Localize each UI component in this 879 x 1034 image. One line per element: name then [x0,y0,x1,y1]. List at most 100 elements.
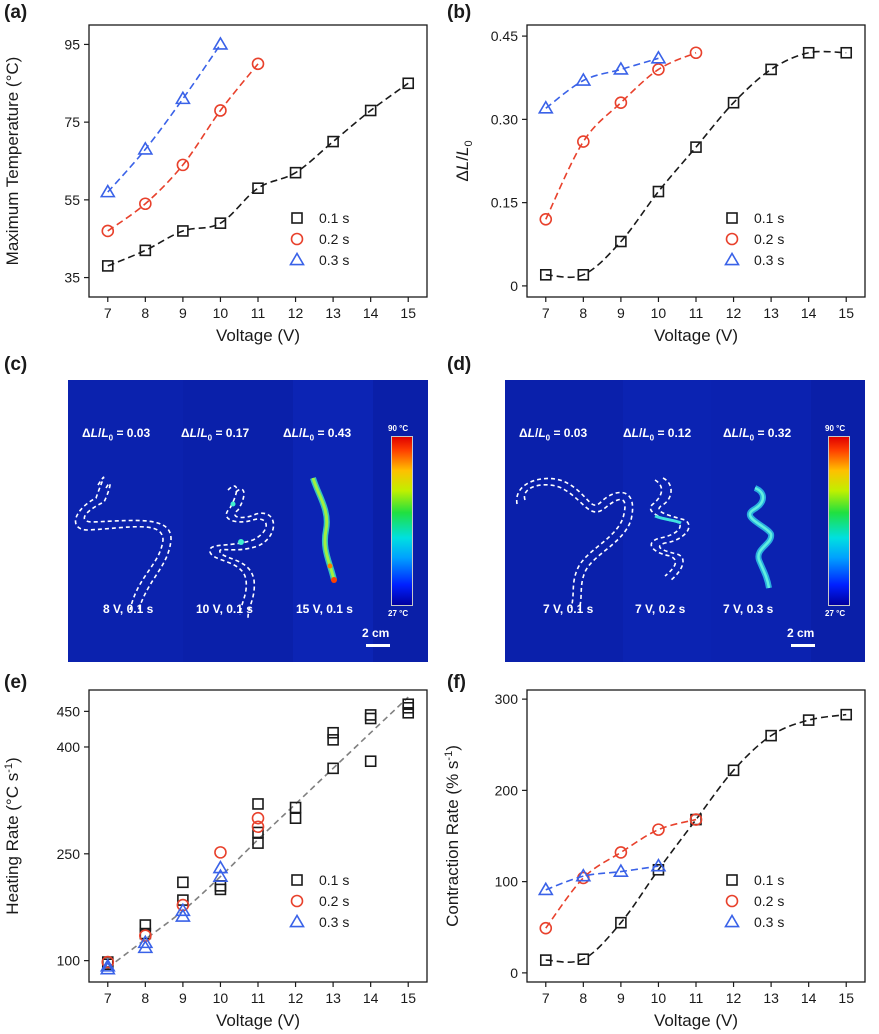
condition-label-c3: 15 V, 0.1 s [296,602,353,616]
data-point-square [765,63,777,76]
y-tick-label: 100 [57,953,81,969]
y-axis-label: ΔL/L0 [453,140,475,181]
series-line [545,52,697,220]
data-point-triangle [137,934,154,949]
x-tick-label: 7 [542,990,550,1006]
x-tick-label: 11 [251,305,266,321]
data-point-square [727,96,740,109]
data-point-square [214,217,227,229]
chart-a-max-temperature: 7 8 9 10 11 12 13 14 15 35 55 75 95 Voltage (V) Maximu… [3,24,428,345]
data-point-triangle [650,858,667,872]
x-tick-label: 7 [542,305,550,321]
x-tick-label: 8 [579,990,587,1006]
legend-marker [726,212,738,224]
plot-frame [526,689,866,983]
colorbar-max-label: 90 °C [825,424,846,433]
series-line [545,818,697,929]
data-point-triangle [174,90,191,105]
series-line [107,43,222,193]
legend-label: 0.2 s [754,231,784,247]
data-point-square [177,225,189,237]
x-tick-label: 14 [363,990,379,1006]
x-tick-label: 14 [363,305,379,321]
series-line [545,57,659,109]
data-point-square [177,876,189,889]
scale-bar [791,644,815,647]
x-tick-label: 8 [579,305,587,321]
data-point-square [802,714,815,726]
x-axis-label: Voltage (V) [654,1011,738,1030]
colorbar-max-label: 90 °C [388,424,409,433]
strain-annotation-d3: ΔL/L0 = 0.32 [723,426,792,443]
panel-label-b: (b) [447,2,472,23]
x-tick-label: 11 [251,990,266,1006]
y-tick-label: 75 [64,114,80,130]
data-point-square [402,77,415,90]
y-axis-label: Maximum Temperature (°C) [3,57,22,266]
x-tick-label: 8 [141,990,149,1006]
data-point-triangle [99,184,116,198]
x-tick-label: 14 [801,990,817,1006]
y-tick-label: 0 [510,965,518,981]
legend-marker [290,894,304,908]
thermal-frame-2 [183,380,293,662]
data-point-square [364,712,377,725]
x-tick-label: 13 [325,990,341,1006]
series-line [107,63,259,232]
scale-label: 2 cm [787,626,815,640]
x-tick-label: 10 [213,305,229,321]
hotspot [327,563,333,569]
legend-marker [725,232,739,246]
legend-marker [725,894,739,908]
data-point-triangle [212,868,229,882]
legend-marker [291,874,303,886]
condition-label-c2: 10 V, 0.1 s [196,602,253,616]
y-tick-label: 450 [57,703,81,719]
condition-label-d3: 7 V, 0.3 s [723,602,774,616]
x-tick-label: 12 [288,305,304,321]
x-tick-label: 7 [104,990,112,1006]
data-point-square [327,726,339,739]
legend: 0.1 s 0.2 s 0.3 s [289,872,349,930]
data-point-square [289,801,302,814]
hotspot [230,501,236,507]
legend: 0.1 s 0.2 s 0.3 s [289,210,349,268]
legend-label: 0.2 s [319,893,349,909]
colorbar [828,436,850,606]
x-tick-label: 15 [400,990,416,1006]
hotspot [331,577,337,583]
data-point-circle [652,63,665,76]
data-point-square [652,185,665,198]
fit-line [107,696,409,969]
x-tick-label: 12 [288,990,304,1006]
data-point-square [252,182,264,194]
data-point-square [214,880,227,892]
chart-b-strain: 7 8 9 10 11 12 13 14 15 0 0.15 0.30 0.45 Voltage (V) Δ… [453,24,866,345]
x-tick-label: 10 [651,305,667,321]
legend-label: 0.3 s [319,914,349,930]
data-point-square [289,812,302,824]
thermal-image-c: ΔL/L0 = 0.03 ΔL/L0 = 0.17 ΔL/L0 = 0.43 8… [68,380,428,662]
actuator-outlines-c [74,476,337,619]
data-point-circle [652,823,665,836]
x-tick-label: 8 [141,305,149,321]
data-point-circle [577,135,590,148]
data-point-square [364,755,377,768]
x-axis-label: Voltage (V) [216,1011,300,1030]
data-point-triangle [212,859,229,874]
data-point-square [402,706,415,719]
legend-marker [724,913,740,928]
data-point-square [690,141,702,153]
chart-e-heating-rate: 7 8 9 10 11 12 13 14 15 100 250 400 450 Voltage (V) He… [3,689,428,1030]
legend-label: 0.3 s [754,252,784,268]
x-tick-label: 11 [689,305,704,321]
data-point-square [539,268,552,281]
data-point-square [577,268,590,281]
y-tick-label: 0.15 [491,195,518,211]
legend-marker [289,251,305,266]
x-tick-label: 14 [801,305,817,321]
x-tick-label: 13 [325,305,341,321]
data-point-square [802,46,815,59]
legend-marker [726,874,738,886]
data-point-circle [214,846,227,859]
